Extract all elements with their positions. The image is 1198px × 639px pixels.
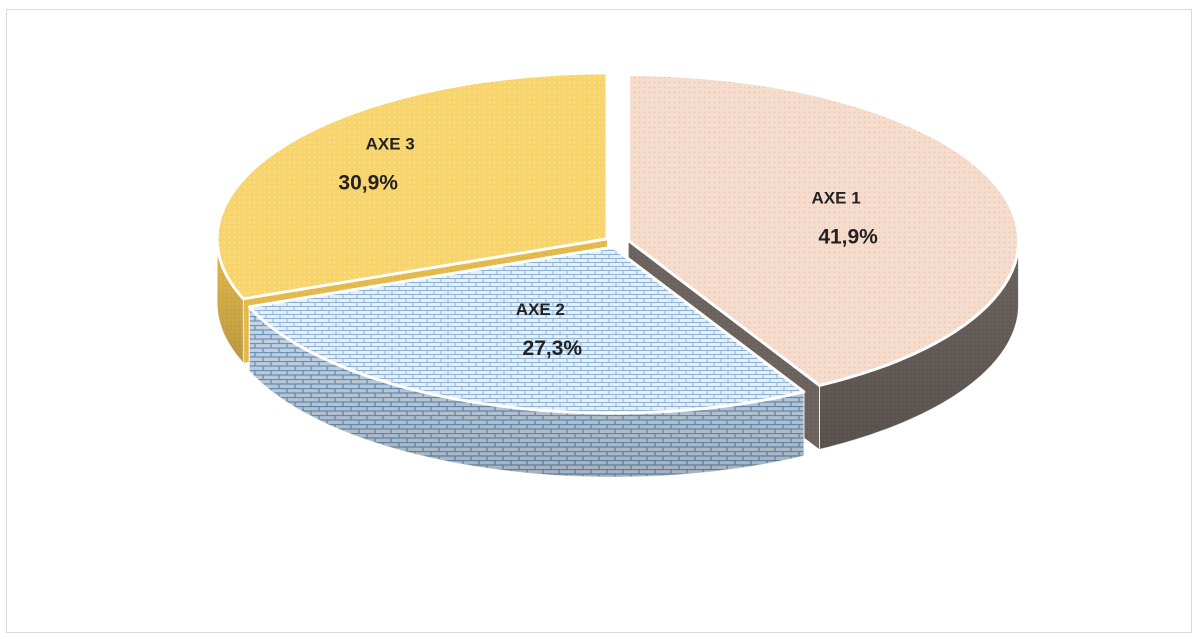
pie-slice-side-shade [819, 240, 1019, 450]
slice-label-name: AXE 2 [516, 300, 565, 319]
pie-chart: AXE 1 41,9% AXE 2 27,3% AXE 3 30,9% [215, 71, 1021, 478]
pie-slice-axe-2 [247, 245, 806, 415]
slice-label-value: 27,3% [523, 337, 583, 360]
chart-frame: AXE 1 41,9% AXE 2 27,3% AXE 3 30,9% [6, 9, 1192, 633]
pie-slice-axe-1 [627, 73, 1021, 387]
pie-slice-side-shade [249, 306, 804, 478]
slice-label-name: AXE 1 [812, 189, 861, 208]
pie-slice-axe-3 [215, 71, 609, 301]
slice-label-name: AXE 3 [366, 134, 415, 153]
slice-label-value: 30,9% [338, 171, 398, 194]
slice-label-value: 41,9% [818, 226, 878, 249]
